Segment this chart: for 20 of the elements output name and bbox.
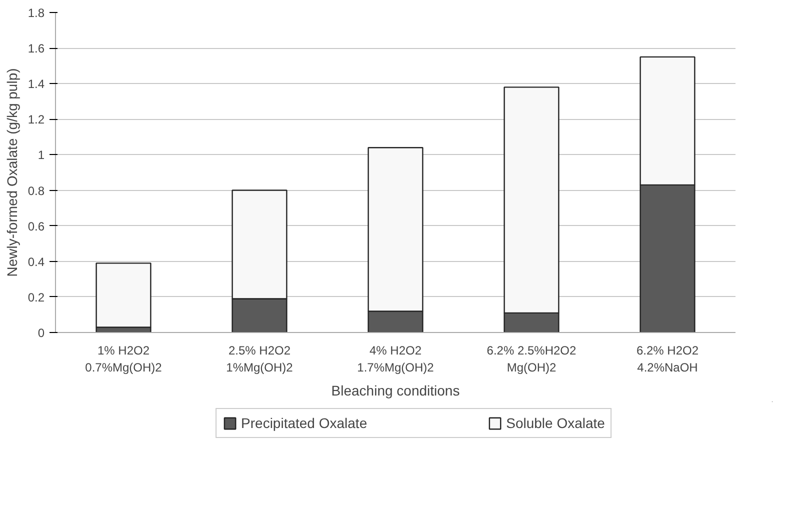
y-tick-label: 0.4 (28, 254, 45, 269)
y-tick-label: 0.6 (28, 219, 45, 234)
y-tick-label: 1 (38, 148, 45, 162)
legend-label: Soluble Oxalate (506, 415, 605, 431)
x-tick-label: 2.5% H2O2 1%Mg(OH)2 (226, 344, 294, 374)
y-tick-label: 1.6 (28, 42, 45, 56)
x-tick-label: 6.2% H2O2 4.2%NaOH (636, 344, 699, 374)
legend-label: Precipitated Oxalate (241, 415, 368, 431)
y-tick-label: 1.4 (28, 77, 45, 92)
y-axis-title: Newly-formed Oxalate (g/kg pulp) (4, 68, 20, 277)
x-tick-label: 1% H2O2 0.7%Mg(OH)2 (85, 344, 162, 374)
y-tick-label: 0 (38, 326, 45, 340)
bar (96, 262, 152, 328)
y-tick-label: 0.8 (28, 184, 45, 198)
x-tick-label: 4% H2O2 1.7%Mg(OH)2 (357, 344, 434, 374)
x-axis-title: Bleaching conditions (331, 382, 460, 398)
y-tick-label: 0.2 (28, 290, 45, 304)
x-tick-label: 6.2% 2.5%H2O2 Mg(OH)2 (486, 344, 577, 374)
y-tick-label: 1.8 (28, 6, 45, 20)
y-tick-label: 1.2 (28, 112, 45, 127)
